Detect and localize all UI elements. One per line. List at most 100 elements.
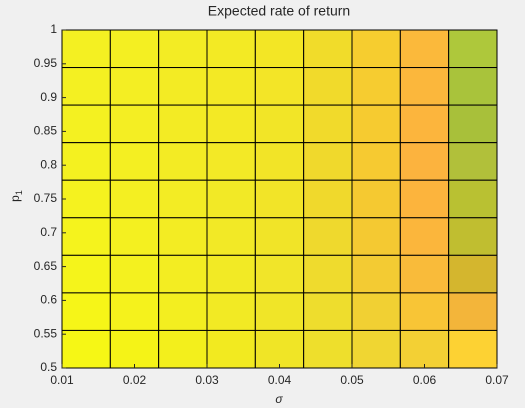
heatmap-cell (109, 254, 160, 294)
heatmap-cell (351, 104, 401, 144)
y-axis-label: p1 (8, 190, 24, 202)
heatmap-cell (254, 292, 305, 331)
heatmap-cell (399, 142, 450, 181)
heatmap-cell (206, 292, 256, 331)
heatmap-cell (158, 67, 208, 106)
y-tick-label: 1 (50, 22, 57, 36)
heatmap-cell (109, 179, 160, 219)
heatmap-cell (61, 104, 111, 144)
heatmap-cell (351, 292, 401, 331)
heatmap-cell (206, 142, 256, 181)
heatmap-cell (448, 142, 498, 181)
heatmap-cell (109, 292, 160, 331)
heatmap-cell (109, 104, 160, 144)
chart-title: Expected rate of return (208, 3, 350, 19)
heatmap-cell (351, 67, 401, 106)
y-tick-label: 0.7 (40, 225, 57, 239)
heatmap-cell (303, 254, 353, 294)
heatmap-cell (61, 254, 111, 294)
heatmap-cell (206, 29, 256, 69)
heatmap-cell (158, 292, 208, 331)
heatmap-cell (61, 67, 111, 106)
x-tick-label: 0.06 (413, 373, 437, 387)
heatmap-cell (61, 29, 111, 69)
heatmap-cell (448, 254, 498, 294)
heatmap-cell (448, 217, 498, 256)
heatmap-cell (399, 292, 450, 331)
heatmap-cell (399, 67, 450, 106)
heatmap-cell (351, 254, 401, 294)
y-tick-label: 0.65 (34, 259, 58, 273)
heatmap-cell (206, 67, 256, 106)
y-tick-label: 0.95 (34, 56, 58, 70)
x-tick-label: 0.07 (485, 373, 509, 387)
heatmap-cell (399, 104, 450, 144)
y-label-main: p (8, 195, 22, 202)
heatmap-cell (254, 329, 305, 369)
heatmap-cell (206, 329, 256, 369)
heatmap-cell (399, 329, 450, 369)
heatmap-cell (109, 29, 160, 69)
heatmap-cell (158, 179, 208, 219)
heatmap-cell (303, 104, 353, 144)
heatmap-cell (399, 254, 450, 294)
heatmap-cell (158, 142, 208, 181)
heatmap-cell (448, 67, 498, 106)
heatmap-cell (448, 329, 498, 369)
y-tick-label: 0.8 (40, 157, 57, 171)
heatmap-cell (448, 104, 498, 144)
heatmap-cell (61, 292, 111, 331)
heatmap-cell (448, 179, 498, 219)
heatmap-cell (158, 104, 208, 144)
x-axis-label: σ (275, 392, 283, 406)
y-tick-label: 0.55 (34, 326, 58, 340)
heatmap-cell (351, 142, 401, 181)
heatmap-cell (254, 142, 305, 181)
x-tick-label: 0.04 (268, 373, 292, 387)
y-tick-label: 0.9 (40, 90, 57, 104)
heatmap-cell (351, 217, 401, 256)
heatmap-cell (303, 142, 353, 181)
heatmap-cell (206, 179, 256, 219)
heatmap-cell (351, 29, 401, 69)
y-tick-label: 0.6 (40, 293, 57, 307)
y-tick-label: 0.5 (40, 360, 57, 374)
y-tick-label: 0.75 (34, 191, 58, 205)
heatmap-cell (109, 142, 160, 181)
x-tick-label: 0.01 (50, 373, 74, 387)
heatmap-cell (303, 329, 353, 369)
heatmap-cell (61, 329, 111, 369)
heatmap-cell (351, 179, 401, 219)
heatmap-cell (254, 29, 305, 69)
heatmap-cell (303, 67, 353, 106)
heatmap-cell (158, 29, 208, 69)
heatmap-cell (448, 29, 498, 69)
heatmap-cell (61, 217, 111, 256)
heatmap-cell (254, 179, 305, 219)
heatmap-cell (254, 254, 305, 294)
y-label-subscript: 1 (14, 190, 24, 195)
x-tick-label: 0.02 (123, 373, 147, 387)
heatmap-cell (399, 179, 450, 219)
x-tick-label: 0.05 (340, 373, 364, 387)
heatmap-cell (303, 179, 353, 219)
heatmap-cell (158, 329, 208, 369)
heatmap-cell (109, 67, 160, 106)
heatmap-cell (158, 217, 208, 256)
heatmap-cell (399, 29, 450, 69)
heatmap-cell (206, 254, 256, 294)
heatmap-cell (61, 142, 111, 181)
heatmap-cell (303, 292, 353, 331)
heatmap-cell (206, 217, 256, 256)
heatmap-cell (351, 329, 401, 369)
heatmap-cell (254, 67, 305, 106)
heatmap-cell (399, 217, 450, 256)
heatmap-cell (303, 217, 353, 256)
heatmap-cell (158, 254, 208, 294)
heatmap-cell (109, 329, 160, 369)
heatmap-cell (109, 217, 160, 256)
y-tick-label: 0.85 (34, 124, 58, 138)
heatmap-cell (303, 29, 353, 69)
x-tick-label: 0.03 (195, 373, 219, 387)
